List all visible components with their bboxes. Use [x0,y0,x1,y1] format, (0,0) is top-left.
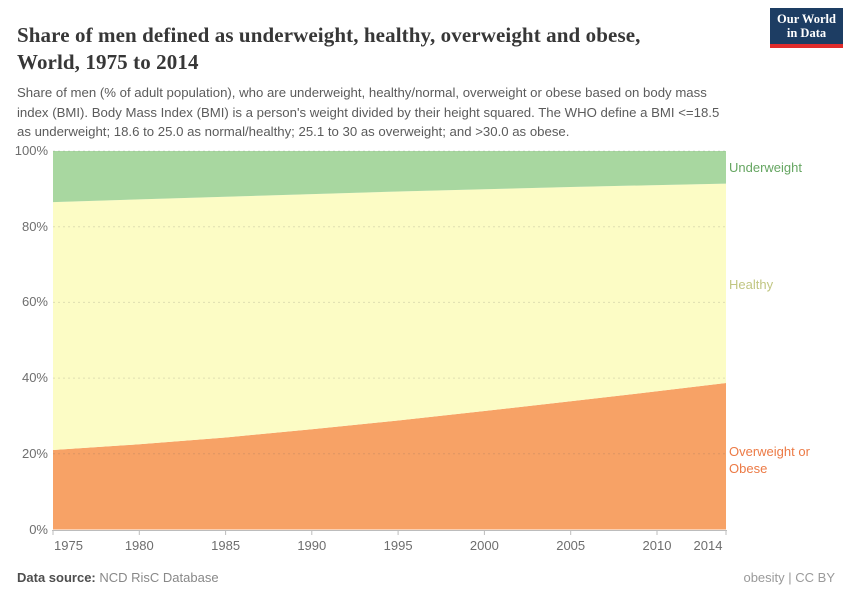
data-source-label: Data source: [17,570,96,585]
x-axis-tick-label: 2005 [556,538,586,553]
x-axis-tick-label: 1980 [124,538,154,553]
owid-logo[interactable]: Our World in Data [770,8,843,48]
y-axis-tick-label: 40% [21,370,48,386]
data-source-value: NCD RisC Database [95,570,219,585]
x-axis-tick-label: 1985 [211,538,241,553]
y-axis-tick-label: 100% [14,143,48,158]
license-note[interactable]: obesity | CC BY [743,570,835,585]
chart-subtitle-line1: Share of men (% of adult population), wh… [17,85,707,101]
x-axis-tick-label: 1995 [383,538,413,553]
page-title: Share of men defined as underweight, hea… [17,22,762,76]
x-axis-tick-label: 1975 [54,538,83,553]
area-underweight [53,151,726,203]
y-axis-tick-label: 80% [21,218,48,234]
owid-logo-line2: in Data [786,26,827,40]
y-axis-tick-label: 0% [29,521,48,537]
x-axis-tick-label: 1990 [297,538,327,553]
x-axis-tick-label: 2000 [469,538,499,553]
chart-subtitle-line3: as underweight; 18.6 to 25.0 as normal/h… [17,124,570,140]
y-axis-tick-label: 60% [21,294,48,310]
x-axis-tick-label: 2010 [642,538,672,553]
owid-logo-line1: Our World [777,12,836,26]
legend-healthy: Healthy [729,277,774,292]
area-healthy [53,183,726,450]
page-title-line1: Share of men defined as underweight, hea… [17,23,641,48]
legend-overweight-obese: Overweight or Obese [729,444,810,476]
y-axis-tick-label: 20% [21,445,48,461]
page-title-line2: World, 1975 to 2014 [17,50,199,75]
data-source: Data source: NCD RisC Database [17,570,219,585]
legend-underweight: Underweight [729,160,802,175]
chart-subtitle-line2: index (BMI). Body Mass Index (BMI) is a … [17,104,720,120]
chart-subtitle: Share of men (% of adult population), wh… [17,83,812,142]
area-overweight-or-obese [53,383,726,530]
x-axis-tick-label: 2014 [693,538,723,553]
